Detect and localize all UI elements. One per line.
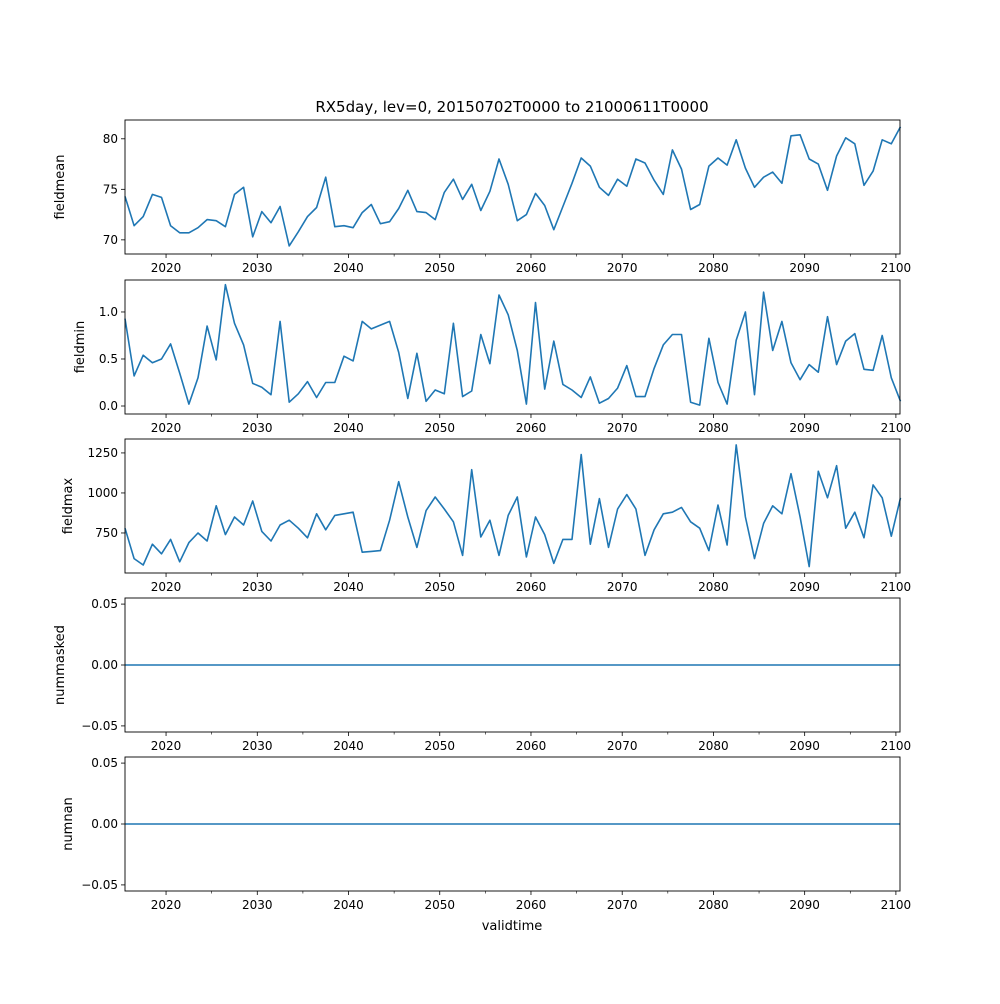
- x-tick-label: 2050: [424, 580, 455, 594]
- x-tick-label: 2040: [333, 421, 364, 435]
- y-axis-label: nummasked: [53, 625, 68, 705]
- x-tick-label: 2080: [698, 421, 729, 435]
- x-tick-label: 2040: [333, 261, 364, 275]
- x-tick-label: 2100: [881, 898, 912, 912]
- x-tick-label: 2060: [516, 580, 547, 594]
- x-tick-label: 2100: [881, 739, 912, 753]
- x-tick-label: 2080: [698, 898, 729, 912]
- x-tick-label: 2080: [698, 261, 729, 275]
- x-tick-label: 2100: [881, 261, 912, 275]
- x-tick-label: 2100: [881, 580, 912, 594]
- x-tick-label: 2070: [607, 898, 638, 912]
- x-tick-label: 2030: [242, 898, 273, 912]
- x-tick-label: 2090: [789, 739, 820, 753]
- chart-title: RX5day, lev=0, 20150702T0000 to 21000611…: [315, 98, 708, 116]
- x-tick-label: 2070: [607, 580, 638, 594]
- x-tick-label: 2080: [698, 739, 729, 753]
- y-tick-label: 70: [103, 233, 118, 247]
- x-tick-label: 2030: [242, 580, 273, 594]
- y-tick-label: 0.00: [91, 658, 118, 672]
- x-tick-label: 2030: [242, 261, 273, 275]
- y-tick-label: 1250: [87, 446, 118, 460]
- x-tick-label: 2050: [424, 261, 455, 275]
- y-axis-label: fieldmean: [53, 155, 68, 220]
- y-axis-label: fieldmin: [73, 321, 88, 374]
- y-tick-label: 0.05: [91, 597, 118, 611]
- x-tick-label: 2050: [424, 898, 455, 912]
- y-tick-label: 1.0: [99, 305, 118, 319]
- y-tick-label: 75: [103, 182, 118, 196]
- x-tick-label: 2080: [698, 580, 729, 594]
- x-tick-label: 2020: [151, 261, 182, 275]
- x-axis-label: validtime: [482, 919, 543, 934]
- x-tick-label: 2060: [516, 261, 547, 275]
- y-axis-label: numnan: [61, 797, 76, 851]
- x-tick-label: 2050: [424, 421, 455, 435]
- y-tick-label: 0.0: [99, 399, 118, 413]
- y-axis-label: fieldmax: [61, 478, 76, 535]
- x-tick-label: 2020: [151, 580, 182, 594]
- subplot-nummasked: 2020 2030 2040 2050 2060 2070 2080 2090 2100 −0.0…: [53, 597, 911, 753]
- y-tick-label: 0.5: [99, 352, 118, 366]
- series-line-fieldmin: [124, 283, 902, 406]
- x-tick-label: 2030: [242, 421, 273, 435]
- subplot-fieldmax: 2020 2030 2040 2050 2060 2070 2080 2090 2100 750 1…: [61, 438, 912, 594]
- axes-frame: [124, 438, 901, 574]
- x-tick-label: 2070: [607, 421, 638, 435]
- x-tick-label: 2070: [607, 261, 638, 275]
- x-tick-label: 2060: [516, 898, 547, 912]
- series-line-fieldmean: [124, 126, 902, 247]
- y-tick-label: 0.00: [91, 817, 118, 831]
- y-tick-label: 0.05: [91, 756, 118, 770]
- x-tick-label: 2070: [607, 739, 638, 753]
- y-tick-label: 80: [103, 132, 118, 146]
- x-tick-label: 2060: [516, 421, 547, 435]
- subplot-fieldmin: 2020 2030 2040 2050 2060 2070 2080 2090 2100 0.0 0…: [73, 279, 912, 435]
- x-tick-label: 2090: [789, 580, 820, 594]
- y-tick-label: 750: [95, 526, 118, 540]
- y-tick-label: −0.05: [81, 719, 118, 733]
- x-tick-label: 2090: [789, 898, 820, 912]
- x-tick-label: 2100: [881, 421, 912, 435]
- x-tick-label: 2040: [333, 580, 364, 594]
- y-tick-label: −0.05: [81, 878, 118, 892]
- x-tick-label: 2090: [789, 421, 820, 435]
- x-tick-label: 2020: [151, 898, 182, 912]
- x-tick-label: 2020: [151, 739, 182, 753]
- x-tick-label: 2060: [516, 739, 547, 753]
- series-line-fieldmax: [124, 444, 902, 568]
- y-tick-label: 1000: [87, 486, 118, 500]
- subplot-numnan: 2020 2030 2040 2050 2060 2070 2080 2090 2100 −0.0…: [61, 756, 911, 912]
- subplot-fieldmean: 2020 2030 2040 2050 2060 2070 2080 2090 2100 70 75…: [53, 119, 912, 275]
- x-tick-label: 2040: [333, 739, 364, 753]
- x-tick-label: 2030: [242, 739, 273, 753]
- axes-frame: [124, 119, 901, 255]
- x-tick-label: 2020: [151, 421, 182, 435]
- x-tick-label: 2090: [789, 261, 820, 275]
- x-tick-label: 2050: [424, 739, 455, 753]
- x-tick-label: 2040: [333, 898, 364, 912]
- axes-frame: [124, 279, 901, 415]
